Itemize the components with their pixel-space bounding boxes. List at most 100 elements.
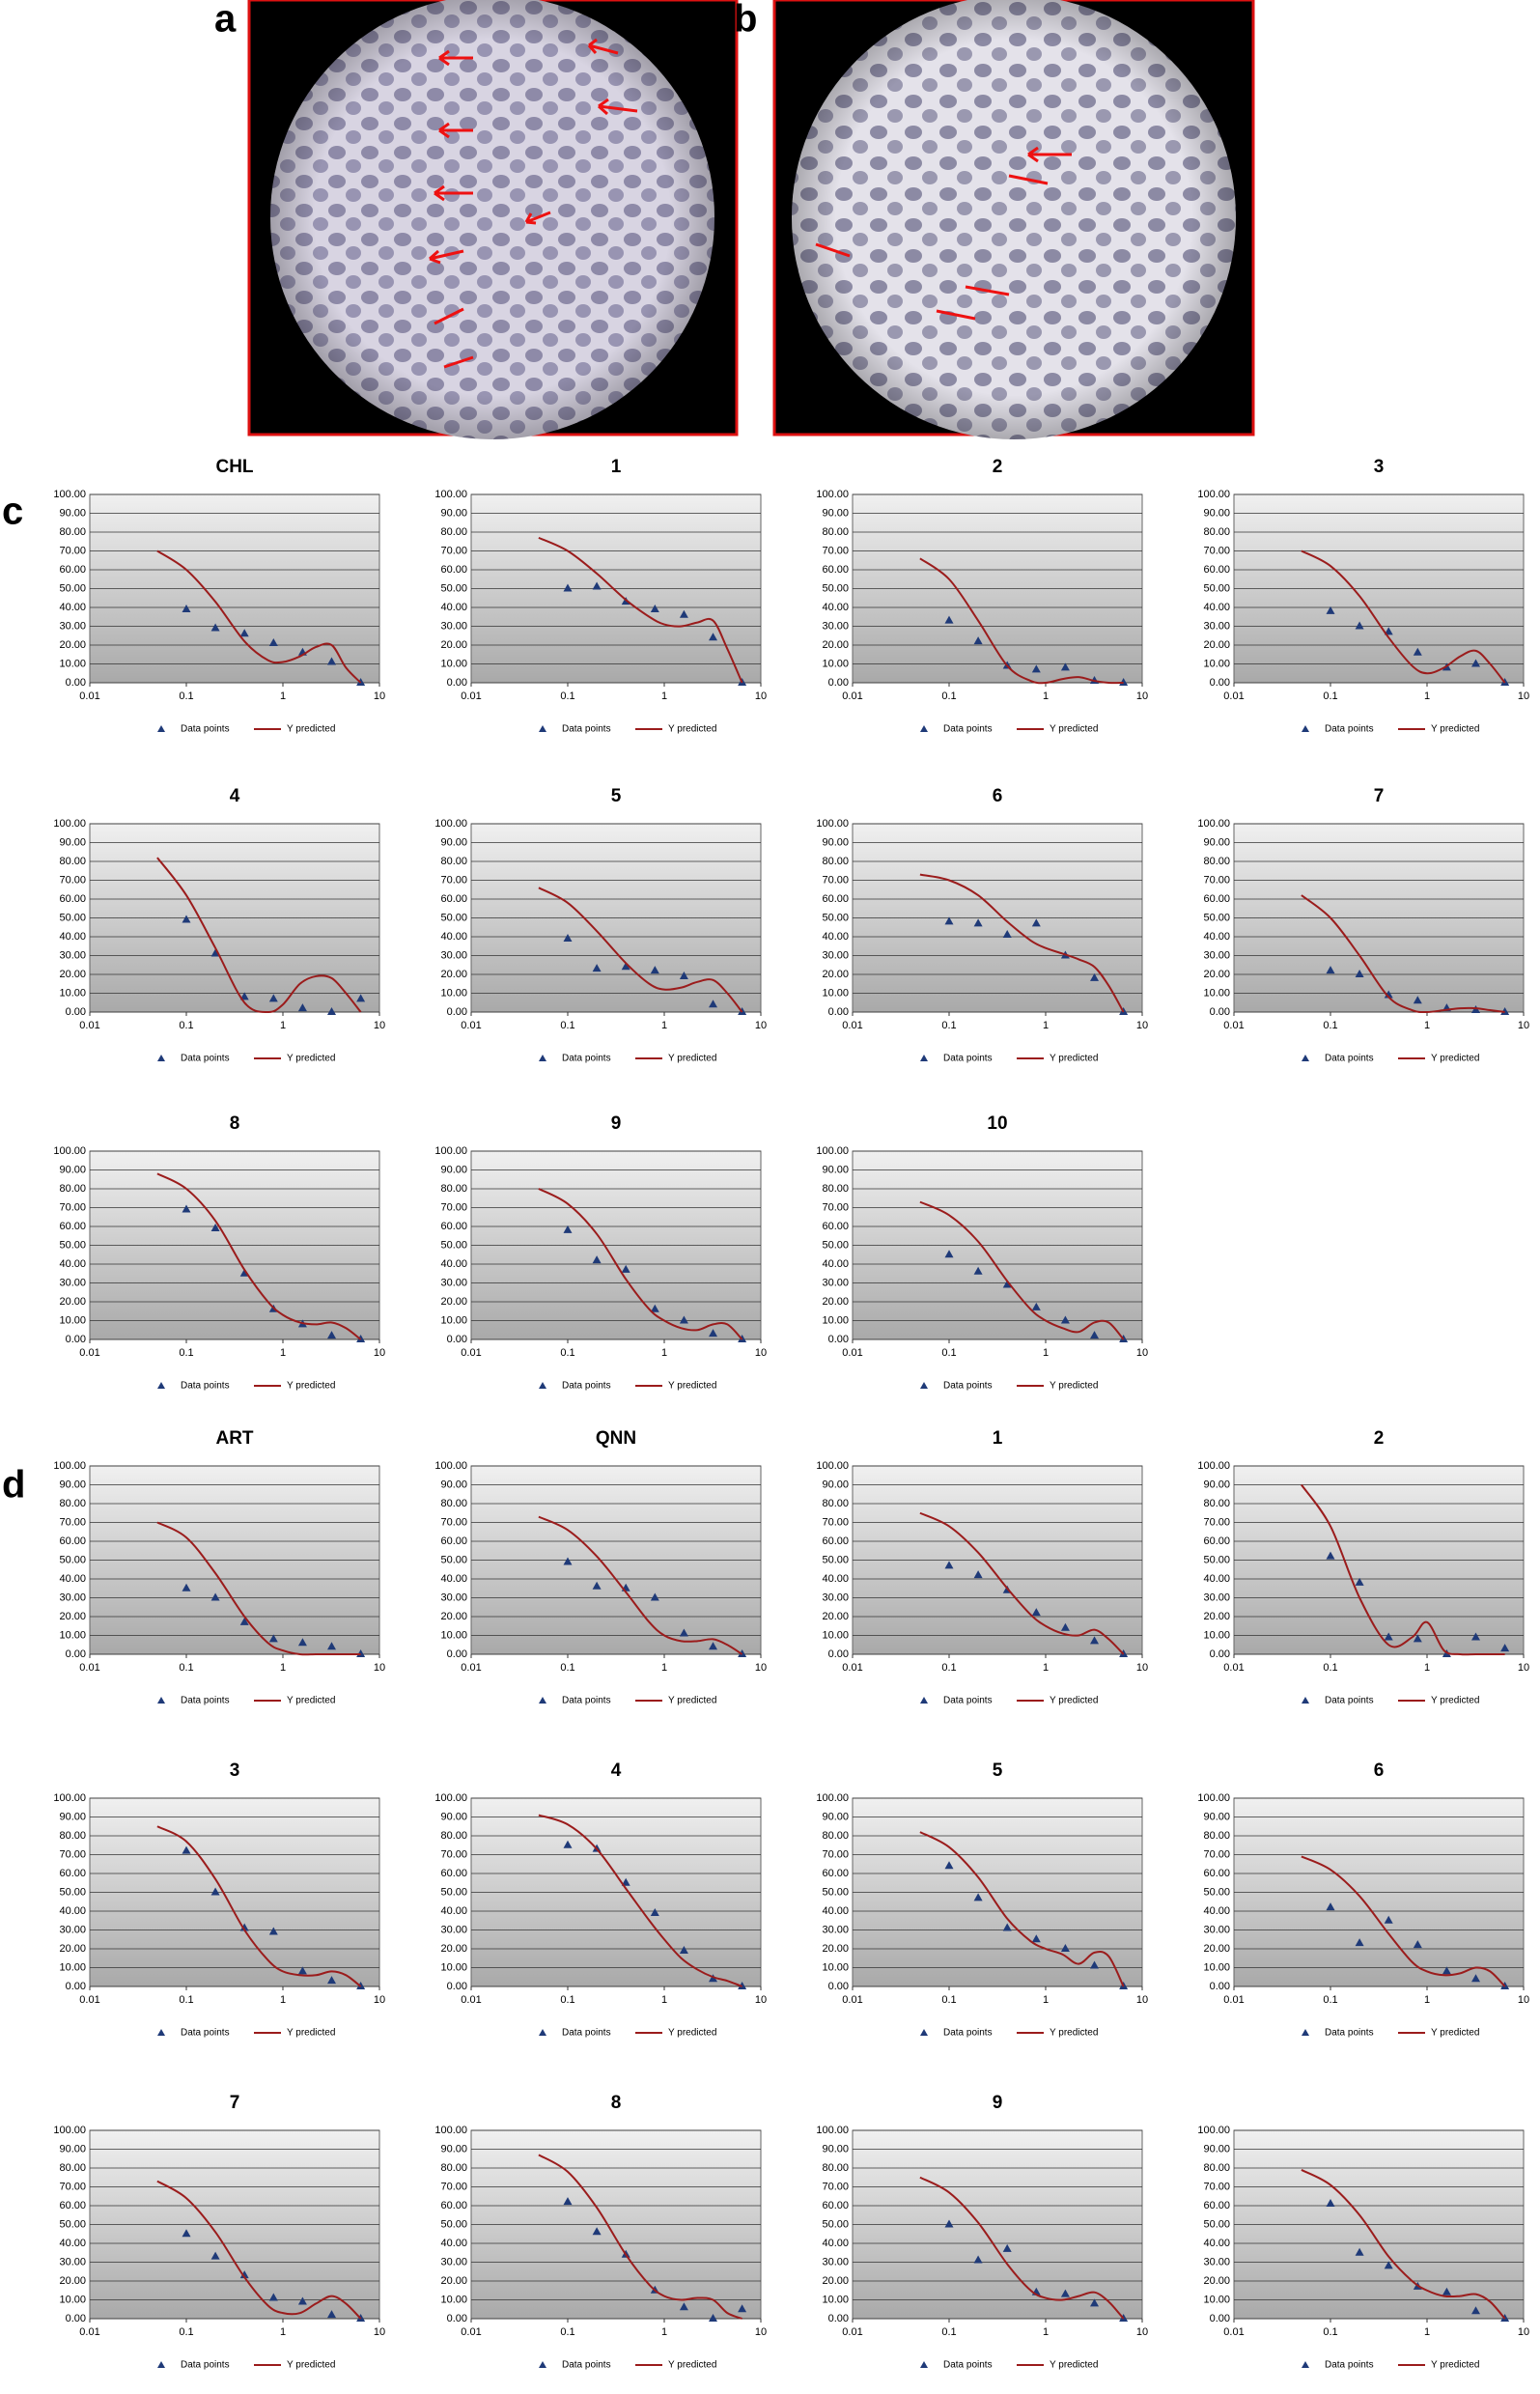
y-tick-label: 70.00 [822, 2181, 849, 2192]
x-tick-label: 1 [1043, 1347, 1049, 1359]
y-tick-label: 70.00 [1203, 874, 1230, 886]
chart-title: 2 [993, 457, 1003, 477]
data-point [1471, 2306, 1481, 2315]
y-tick-label: 30.00 [59, 949, 86, 961]
y-tick-label: 100.00 [434, 1145, 467, 1157]
micrograph-a: a [214, 0, 739, 439]
y-tick-label: 0.00 [447, 1981, 467, 1992]
data-point [268, 2293, 278, 2301]
data-point [1471, 1632, 1481, 1641]
y-tick-label: 90.00 [440, 836, 467, 848]
legend-label: Data points [181, 724, 230, 735]
micrograph-b: b [734, 0, 1255, 439]
y-tick-label: 0.00 [447, 1648, 467, 1660]
data-point [297, 1003, 307, 1012]
x-tick-label: 1 [661, 690, 667, 702]
y-tick-label: 30.00 [822, 949, 849, 961]
y-tick-label: 30.00 [440, 949, 467, 961]
data-point [973, 918, 983, 927]
legend-swatch [539, 725, 546, 732]
data-point [709, 633, 718, 641]
y-tick-label: 60.00 [822, 2200, 849, 2211]
fit-curve [1301, 1483, 1505, 1656]
y-tick-label: 70.00 [822, 545, 849, 556]
y-tick-label: 10.00 [440, 1961, 467, 1973]
x-tick-label: 10 [755, 1020, 767, 1031]
data-point [182, 604, 191, 612]
fit-curve [919, 873, 1125, 1013]
data-point [1413, 647, 1422, 656]
y-tick-label: 40.00 [822, 602, 849, 613]
data-point [679, 1945, 688, 1954]
y-tick-label: 60.00 [1203, 1535, 1230, 1547]
y-tick-label: 70.00 [440, 545, 467, 556]
y-tick-label: 60.00 [440, 2200, 467, 2211]
x-tick-label: 0.01 [842, 2326, 862, 2338]
legend-swatch [539, 1055, 546, 1061]
x-tick-label: 0.01 [79, 1347, 99, 1359]
y-tick-label: 70.00 [1203, 1516, 1230, 1528]
y-tick-label: 100.00 [816, 489, 849, 500]
data-point [268, 1927, 278, 1935]
legend-label: Y predicted [1431, 1696, 1479, 1706]
legend-swatch [157, 1697, 165, 1704]
x-tick-label: 0.1 [560, 1020, 574, 1031]
x-tick-label: 10 [374, 1020, 385, 1031]
y-tick-label: 80.00 [440, 526, 467, 538]
y-tick-label: 20.00 [59, 1296, 86, 1308]
y-tick-label: 30.00 [1203, 1924, 1230, 1935]
y-tick-label: 90.00 [59, 2143, 86, 2155]
fit-curve [1301, 894, 1505, 1014]
y-tick-label: 40.00 [822, 1258, 849, 1270]
data-point [239, 2270, 249, 2279]
legend-label: Y predicted [287, 2360, 335, 2371]
y-tick-label: 50.00 [1203, 582, 1230, 594]
y-tick-label: 0.00 [66, 1648, 86, 1660]
y-tick-label: 0.00 [447, 2313, 467, 2324]
y-tick-label: 80.00 [59, 1830, 86, 1842]
data-point [621, 962, 630, 971]
legend-swatch [920, 1697, 928, 1704]
x-tick-label: 0.1 [941, 1347, 956, 1359]
y-tick-label: 20.00 [440, 1611, 467, 1622]
y-tick-label: 80.00 [1203, 1830, 1230, 1842]
legend-swatch [539, 2361, 546, 2368]
y-tick-label: 70.00 [59, 1201, 86, 1213]
data-point [973, 1266, 983, 1275]
y-tick-label: 10.00 [59, 1314, 86, 1326]
chart: 30.0010.0020.0030.0040.0050.0060.0070.00… [1197, 457, 1529, 735]
x-tick-label: 0.1 [1323, 690, 1337, 702]
y-tick-label: 0.00 [1210, 1981, 1230, 1992]
y-tick-label: 60.00 [1203, 564, 1230, 576]
x-tick-label: 0.01 [79, 1662, 99, 1674]
y-tick-label: 10.00 [822, 987, 849, 999]
x-tick-label: 0.01 [79, 2326, 99, 2338]
y-tick-label: 100.00 [816, 818, 849, 830]
legend-label: Data points [1325, 1696, 1374, 1706]
data-point [650, 1592, 659, 1601]
y-tick-label: 100.00 [434, 1460, 467, 1472]
chart: 50.0010.0020.0030.0040.0050.0060.0070.00… [816, 1760, 1148, 2039]
chart: 30.0010.0020.0030.0040.0050.0060.0070.00… [53, 1760, 385, 2039]
data-point [297, 1966, 307, 1975]
legend-label: Data points [943, 1381, 993, 1392]
chart-title: 7 [230, 2093, 240, 2113]
fit-curve [538, 536, 743, 684]
data-point [1384, 990, 1393, 999]
legend-label: Y predicted [668, 1696, 716, 1706]
x-tick-label: 10 [374, 2326, 385, 2338]
y-tick-label: 80.00 [59, 856, 86, 867]
data-point [563, 1225, 573, 1233]
y-tick-label: 30.00 [440, 1277, 467, 1288]
data-point [1090, 1331, 1100, 1339]
x-tick-label: 1 [1424, 1662, 1430, 1674]
x-tick-label: 10 [755, 1994, 767, 2006]
x-tick-label: 0.1 [560, 690, 574, 702]
legend-swatch [157, 1055, 165, 1061]
x-tick-label: 0.1 [1323, 1020, 1337, 1031]
y-tick-label: 90.00 [822, 1479, 849, 1490]
y-tick-label: 100.00 [53, 489, 86, 500]
x-tick-label: 10 [1136, 690, 1148, 702]
legend-label: Data points [1325, 724, 1374, 735]
y-tick-label: 60.00 [59, 1221, 86, 1232]
